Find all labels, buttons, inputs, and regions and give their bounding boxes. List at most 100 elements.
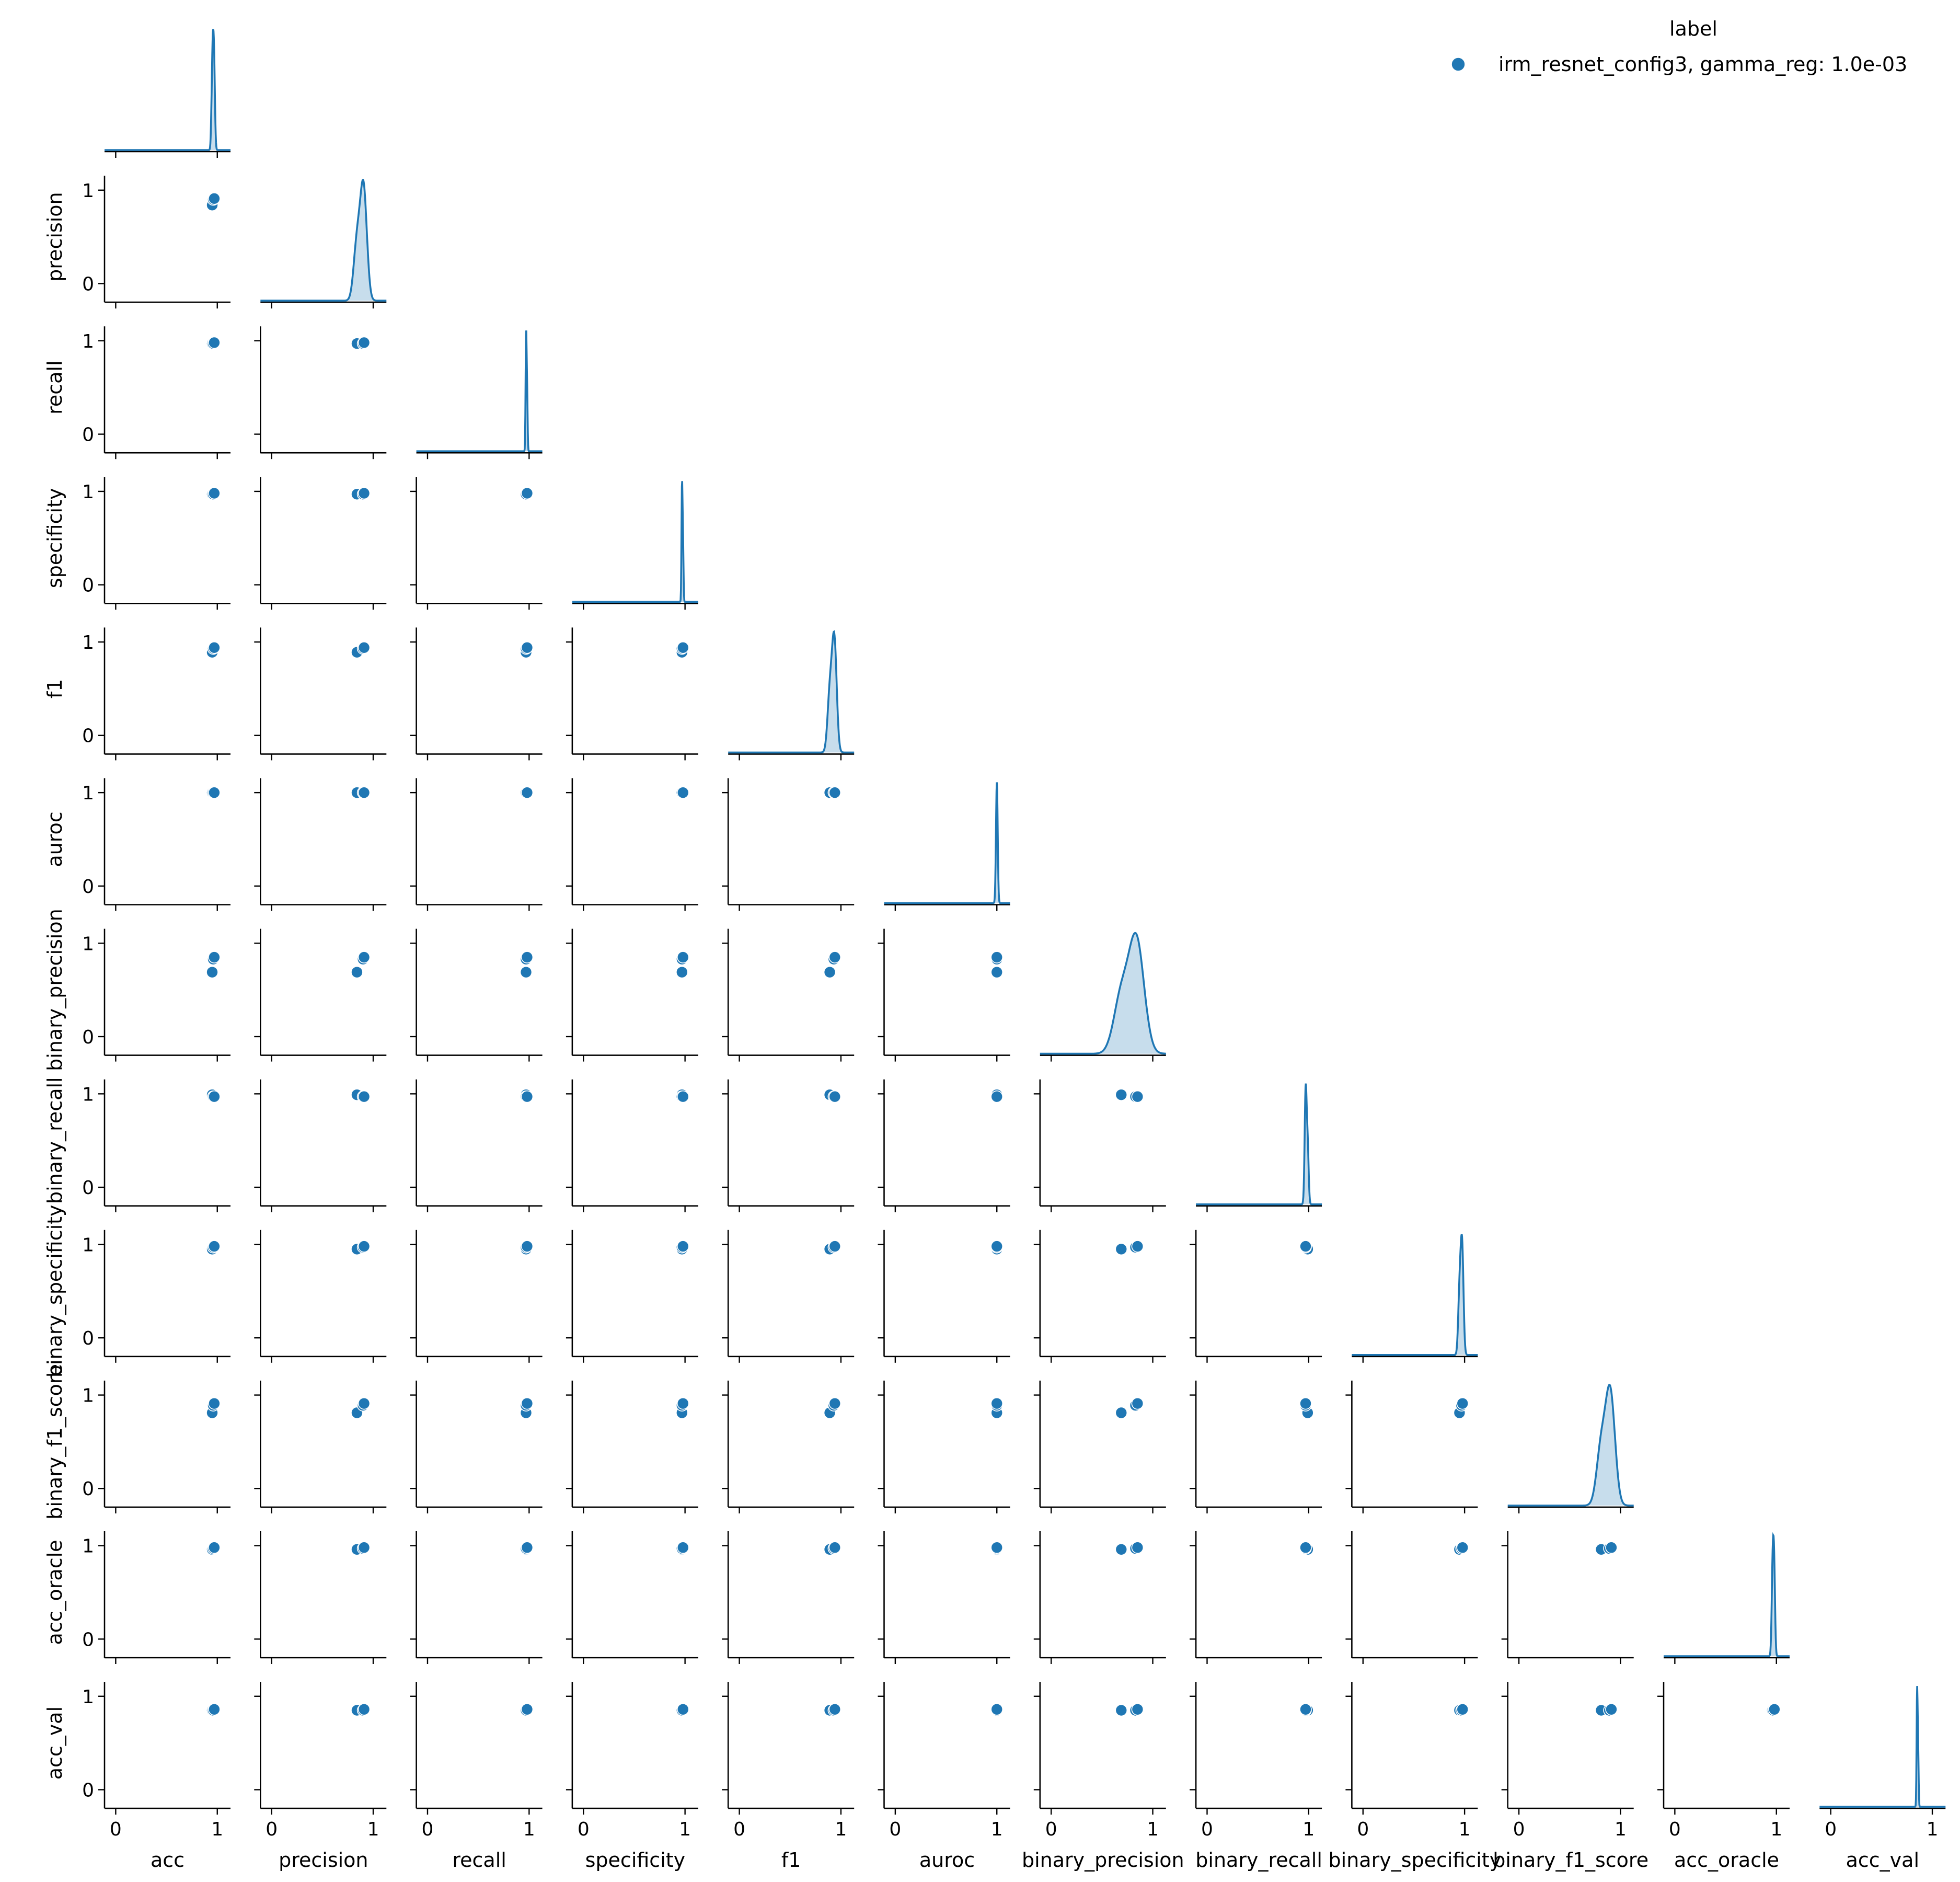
y-tick-label: 1 [82, 1234, 94, 1256]
kde-line-specificity [572, 481, 698, 603]
scatter-point-binary_precision-vs-recall-2 [521, 951, 534, 963]
scatter-point-auroc-vs-specificity-2 [676, 786, 689, 799]
scatter-point-acc_oracle-vs-f1-2 [828, 1541, 841, 1554]
scatter-point-binary_f1_score-vs-binary_specificity-2 [1456, 1397, 1469, 1410]
scatter-point-binary_specificity-vs-binary_recall-2 [1299, 1240, 1312, 1253]
scatter-point-acc_val-vs-acc-2 [208, 1703, 221, 1716]
scatter-point-binary_recall-vs-auroc-2 [990, 1090, 1004, 1103]
legend: label irm_resnet_config3, gamma_reg: 1.0e… [1451, 17, 1907, 76]
scatter-point-acc_val-vs-acc_oracle-2 [1768, 1703, 1781, 1716]
cell-binary_f1_score-vs-binary_f1_score [1507, 1383, 1634, 1513]
cell-binary_recall-vs-binary_recall [1196, 1083, 1322, 1212]
scatter-point-recall-vs-precision-2 [358, 336, 371, 349]
scatter-point-acc_oracle-vs-binary_precision-2 [1131, 1541, 1144, 1554]
cell-binary_f1_score-vs-binary_precision [1033, 1380, 1166, 1513]
scatter-point-binary_recall-vs-precision-2 [358, 1090, 371, 1103]
cell-auroc-vs-f1 [722, 778, 855, 911]
x-tick-label: 0 [1201, 1819, 1213, 1840]
y-axis-label-specificity: specificity [43, 488, 66, 589]
y-tick-label: 0 [82, 1780, 94, 1801]
scatter-point-f1-vs-precision-2 [358, 641, 371, 654]
cell-acc_val-vs-precision [254, 1682, 387, 1815]
cell-f1-vs-recall [410, 627, 543, 761]
cell-specificity-vs-recall [410, 477, 543, 610]
scatter-point-binary_precision-vs-acc-0 [206, 966, 218, 979]
x-tick-label: 0 [1045, 1819, 1057, 1840]
x-tick-label: 1 [1147, 1819, 1159, 1840]
scatter-point-binary_f1_score-vs-precision-2 [358, 1397, 371, 1410]
cell-binary_precision-vs-acc [98, 928, 230, 1062]
cell-acc_oracle-vs-acc_oracle [1664, 1532, 1790, 1664]
scatter-point-binary_f1_score-vs-recall-2 [521, 1397, 534, 1410]
scatter-point-binary_specificity-vs-recall-2 [521, 1240, 534, 1253]
x-tick-label: 1 [367, 1819, 379, 1840]
cell-binary_specificity-vs-precision [254, 1230, 387, 1363]
kde-fill-precision [260, 180, 387, 301]
cell-auroc-vs-recall [410, 778, 543, 911]
legend-title: label [1669, 17, 1717, 40]
cell-binary_f1_score-vs-specificity [566, 1380, 698, 1513]
scatter-point-binary_precision-vs-auroc-0 [990, 966, 1004, 979]
kde-fill-auroc [884, 782, 1010, 903]
x-axis-label-binary_f1_score: binary_f1_score [1493, 1849, 1648, 1872]
scatter-point-binary_specificity-vs-f1-2 [828, 1240, 841, 1253]
scatter-point-auroc-vs-precision-2 [358, 786, 371, 799]
scatter-point-binary_recall-vs-recall-2 [521, 1090, 534, 1103]
scatter-point-acc_val-vs-auroc-2 [990, 1703, 1004, 1716]
cell-auroc-vs-auroc [884, 782, 1010, 911]
x-tick-label: 1 [1615, 1819, 1627, 1840]
scatter-point-binary_precision-vs-f1-2 [828, 951, 841, 963]
x-tick-label: 1 [1927, 1819, 1939, 1840]
cell-binary_precision-vs-recall [410, 928, 543, 1062]
y-tick-label: 0 [82, 273, 94, 295]
y-tick-label: 0 [82, 424, 94, 446]
scatter-point-binary_precision-vs-auroc-2 [990, 951, 1004, 963]
cell-binary_specificity-vs-acc [98, 1230, 230, 1363]
y-axis-label-f1: f1 [43, 679, 66, 699]
x-tick-label: 1 [1302, 1819, 1315, 1840]
scatter-point-binary_precision-vs-specificity-2 [676, 951, 689, 963]
cell-f1-vs-specificity [566, 627, 698, 761]
y-tick-label: 1 [82, 632, 94, 653]
y-tick-label: 0 [82, 1027, 94, 1048]
cell-acc_oracle-vs-auroc [878, 1531, 1010, 1664]
y-tick-label: 1 [82, 1385, 94, 1407]
cell-binary_f1_score-vs-binary_recall [1190, 1380, 1322, 1513]
cell-binary_specificity-vs-recall [410, 1230, 543, 1363]
scatter-point-binary_specificity-vs-precision-2 [358, 1240, 371, 1253]
x-axis-label-binary_recall: binary_recall [1195, 1849, 1322, 1872]
scatter-point-binary_recall-vs-f1-2 [828, 1090, 841, 1103]
scatter-point-binary_specificity-vs-auroc-2 [990, 1240, 1004, 1253]
x-tick-label: 1 [523, 1819, 535, 1840]
scatter-point-binary_precision-vs-precision-0 [351, 966, 363, 979]
x-axis-label-auroc: auroc [919, 1849, 975, 1872]
scatter-point-acc_oracle-vs-binary_recall-2 [1299, 1541, 1312, 1554]
x-tick-label: 0 [1357, 1819, 1369, 1840]
cell-binary_specificity-vs-f1 [722, 1230, 855, 1363]
cell-binary_specificity-vs-binary_recall [1190, 1230, 1322, 1363]
y-axis-label-auroc: auroc [43, 811, 66, 867]
x-axis-label-specificity: specificity [585, 1849, 686, 1872]
cell-binary_precision-vs-binary_precision [1040, 932, 1166, 1062]
scatter-point-binary_precision-vs-specificity-0 [676, 966, 688, 979]
cell-acc_val-vs-f1 [722, 1682, 855, 1815]
cell-binary_f1_score-vs-auroc [878, 1380, 1010, 1513]
cell-binary_precision-vs-auroc [878, 928, 1010, 1062]
cell-recall-vs-acc [98, 326, 230, 460]
x-tick-label: 0 [889, 1819, 901, 1840]
scatter-point-acc_oracle-vs-specificity-2 [676, 1541, 689, 1554]
x-tick-label: 0 [266, 1819, 278, 1840]
scatter-point-acc_val-vs-specificity-2 [676, 1703, 689, 1716]
cell-acc_oracle-vs-binary_specificity [1345, 1531, 1478, 1664]
kde-line-acc_val [1819, 1686, 1946, 1808]
scatter-point-specificity-vs-recall-2 [521, 487, 534, 500]
scatter-point-binary_f1_score-vs-binary_recall-2 [1299, 1397, 1312, 1410]
x-axis-label-f1: f1 [781, 1849, 801, 1872]
kde-fill-acc_val [1819, 1686, 1946, 1807]
x-axis-label-acc: acc [151, 1849, 185, 1872]
scatter-point-binary_recall-vs-binary_precision-2 [1131, 1090, 1144, 1103]
scatter-point-acc_val-vs-binary_f1_score-2 [1605, 1703, 1618, 1716]
scatter-point-binary_precision-vs-acc-2 [208, 951, 221, 963]
x-tick-label: 1 [1459, 1819, 1471, 1840]
x-axis-label-binary_precision: binary_precision [1022, 1849, 1184, 1872]
